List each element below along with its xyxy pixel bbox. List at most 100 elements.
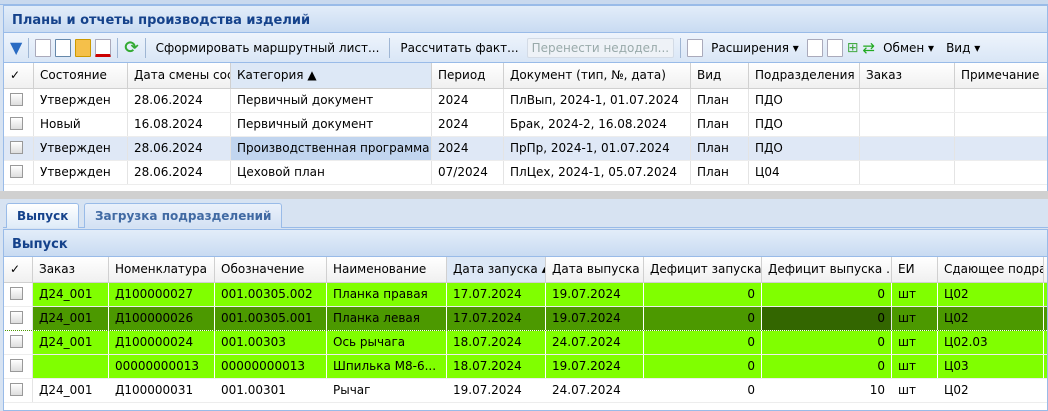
import-icon[interactable] bbox=[826, 38, 843, 57]
column-header[interactable]: Дефицит запуска bbox=[644, 257, 762, 282]
gear-document-icon bbox=[687, 38, 704, 57]
table-row[interactable]: Утвержден 28.06.2024 Производственная прог… bbox=[4, 137, 1047, 161]
table-cell: План bbox=[691, 137, 749, 160]
table-cell: Д24_001 bbox=[33, 307, 109, 330]
checkbox-icon[interactable] bbox=[10, 287, 23, 300]
table-cell: 16.08.2024 bbox=[128, 113, 231, 136]
row-checkbox[interactable] bbox=[4, 379, 33, 402]
transfer-button[interactable]: Перенести недодел... bbox=[526, 37, 675, 58]
table-row[interactable]: Новый 16.08.2024 Первичный документ 2024 Бра… bbox=[4, 113, 1047, 137]
calc-fact-button[interactable]: Рассчитать факт... bbox=[400, 40, 519, 55]
table-cell: Брак, 2024-2, 16.08.2024 bbox=[504, 113, 691, 136]
column-header[interactable]: ЕИ bbox=[892, 257, 938, 282]
column-header[interactable]: Состояние bbox=[34, 63, 128, 88]
checkbox-icon[interactable] bbox=[10, 359, 23, 372]
select-all-column[interactable]: ✓ bbox=[4, 63, 34, 88]
edit-document-icon[interactable] bbox=[55, 38, 72, 57]
row-checkbox[interactable] bbox=[4, 307, 33, 330]
table-cell: шт bbox=[892, 331, 938, 354]
extensions-menu[interactable]: Расширения ▾ bbox=[711, 40, 799, 55]
new-document-icon[interactable] bbox=[35, 38, 52, 57]
row-checkbox[interactable] bbox=[4, 161, 34, 184]
open-folder-icon[interactable] bbox=[75, 38, 92, 57]
tab-bar: Выпуск Загрузка подразделений bbox=[3, 199, 1048, 228]
column-header[interactable]: Заказ bbox=[33, 257, 109, 282]
table-cell bbox=[33, 355, 109, 378]
checkbox-icon[interactable] bbox=[10, 141, 23, 154]
column-header[interactable]: Дата выпуска bbox=[546, 257, 644, 282]
table-row[interactable]: Утвержден 28.06.2024 Цеховой план 07/2024 Пл… bbox=[4, 161, 1047, 185]
refresh-icon[interactable]: ⟳ bbox=[124, 37, 139, 58]
filter-icon[interactable]: ▼ bbox=[10, 38, 23, 57]
table-cell bbox=[955, 113, 1048, 136]
table-row[interactable]: Д24_001 Д100000027 001.00305.002 Планка пра… bbox=[4, 283, 1047, 307]
table-row[interactable]: Утвержден 28.06.2024 Первичный документ 202… bbox=[4, 89, 1047, 113]
table-cell: Новый bbox=[34, 113, 128, 136]
column-header[interactable]: Заказ bbox=[860, 63, 955, 88]
table-cell: 2024 bbox=[432, 137, 504, 160]
table-cell: ПДО bbox=[749, 137, 860, 160]
column-header[interactable]: Обозначение bbox=[215, 257, 327, 282]
column-header[interactable]: Дата смены сост bbox=[128, 63, 231, 88]
table-cell: ПДО bbox=[749, 89, 860, 112]
row-checkbox[interactable] bbox=[4, 355, 33, 378]
column-header[interactable]: Категория ▲ bbox=[231, 63, 432, 88]
form-route-button[interactable]: Сформировать маршрутный лист... bbox=[155, 40, 380, 55]
checkbox-icon[interactable] bbox=[10, 117, 23, 130]
table-cell: 19.07.2024 bbox=[546, 307, 644, 330]
table-cell: Ц03 bbox=[938, 355, 1044, 378]
table-cell: Ось рычага bbox=[327, 331, 447, 354]
tab-output[interactable]: Выпуск bbox=[6, 203, 80, 228]
table-cell: 0 bbox=[762, 355, 892, 378]
table-row[interactable]: Д24_001 Д100000031 001.00301 Рычаг 19.07.202… bbox=[4, 379, 1047, 403]
table-cell: 0 bbox=[644, 331, 762, 354]
tab-department-load[interactable]: Загрузка подразделений bbox=[84, 203, 283, 228]
row-checkbox[interactable] bbox=[4, 283, 33, 306]
table-row[interactable]: 00000000013 00000000013 Шпилька М8-6... 18.… bbox=[4, 355, 1047, 379]
table-cell: 0 bbox=[644, 379, 762, 402]
exchange-menu[interactable]: Обмен ▾ bbox=[883, 40, 935, 55]
checkbox-icon[interactable] bbox=[10, 383, 23, 396]
table-cell: Д100000024 bbox=[109, 331, 215, 354]
hierarchy-icon[interactable]: ⊞ bbox=[846, 39, 859, 56]
export-icon[interactable] bbox=[806, 38, 823, 57]
column-header[interactable]: Номенклатура bbox=[109, 257, 215, 282]
table-cell: 19.07.2024 bbox=[447, 379, 546, 402]
row-checkbox[interactable] bbox=[4, 137, 34, 160]
exchange-icon: ⇄ bbox=[862, 38, 876, 57]
splitter[interactable] bbox=[0, 191, 1048, 199]
checkbox-icon[interactable] bbox=[10, 335, 23, 348]
table-row[interactable]: Д24_001 Д100000024 001.00303 Ось рычага 18.0… bbox=[4, 331, 1047, 355]
table-row[interactable]: Д24_001 Д100000026 001.00305.001 Планка лев… bbox=[4, 307, 1047, 331]
table-cell: 0 bbox=[762, 331, 892, 354]
table-cell: 001.00305.002 bbox=[215, 283, 327, 306]
row-checkbox[interactable] bbox=[4, 89, 34, 112]
column-header[interactable]: Дата запуска ▴ bbox=[447, 257, 546, 282]
table-cell: План bbox=[691, 113, 749, 136]
table-cell: 18.07.2024 bbox=[447, 331, 546, 354]
table-cell: 0 bbox=[644, 355, 762, 378]
table-cell: 28.06.2024 bbox=[128, 161, 231, 184]
row-checkbox[interactable] bbox=[4, 113, 34, 136]
plans-grid: ✓ Состояние Дата смены сост Категория ▲ Пери… bbox=[4, 63, 1047, 185]
checkbox-icon[interactable] bbox=[10, 311, 23, 324]
column-header[interactable]: Период bbox=[432, 63, 504, 88]
table-cell: 00000000013 bbox=[215, 355, 327, 378]
table-cell: 18.07.2024 bbox=[447, 355, 546, 378]
checkbox-icon[interactable] bbox=[10, 93, 23, 106]
column-header[interactable]: Дефицит выпуска .. bbox=[762, 257, 892, 282]
column-header[interactable]: Документ (тип, №, дата) bbox=[504, 63, 691, 88]
delete-document-icon[interactable] bbox=[95, 38, 112, 57]
row-checkbox[interactable] bbox=[4, 331, 33, 354]
column-header[interactable]: Сдающее подраз bbox=[938, 257, 1044, 282]
column-header[interactable]: Подразделения bbox=[749, 63, 860, 88]
column-header[interactable]: Примечание bbox=[955, 63, 1048, 88]
column-header[interactable]: Наименование bbox=[327, 257, 447, 282]
table-cell: Ц02 bbox=[938, 379, 1044, 402]
table-cell: Утвержден bbox=[34, 161, 128, 184]
view-menu[interactable]: Вид ▾ bbox=[946, 40, 981, 55]
checkbox-icon[interactable] bbox=[10, 165, 23, 178]
column-header[interactable]: Вид bbox=[691, 63, 749, 88]
table-cell: Цеховой план bbox=[231, 161, 432, 184]
select-all-column[interactable]: ✓ bbox=[4, 257, 33, 282]
